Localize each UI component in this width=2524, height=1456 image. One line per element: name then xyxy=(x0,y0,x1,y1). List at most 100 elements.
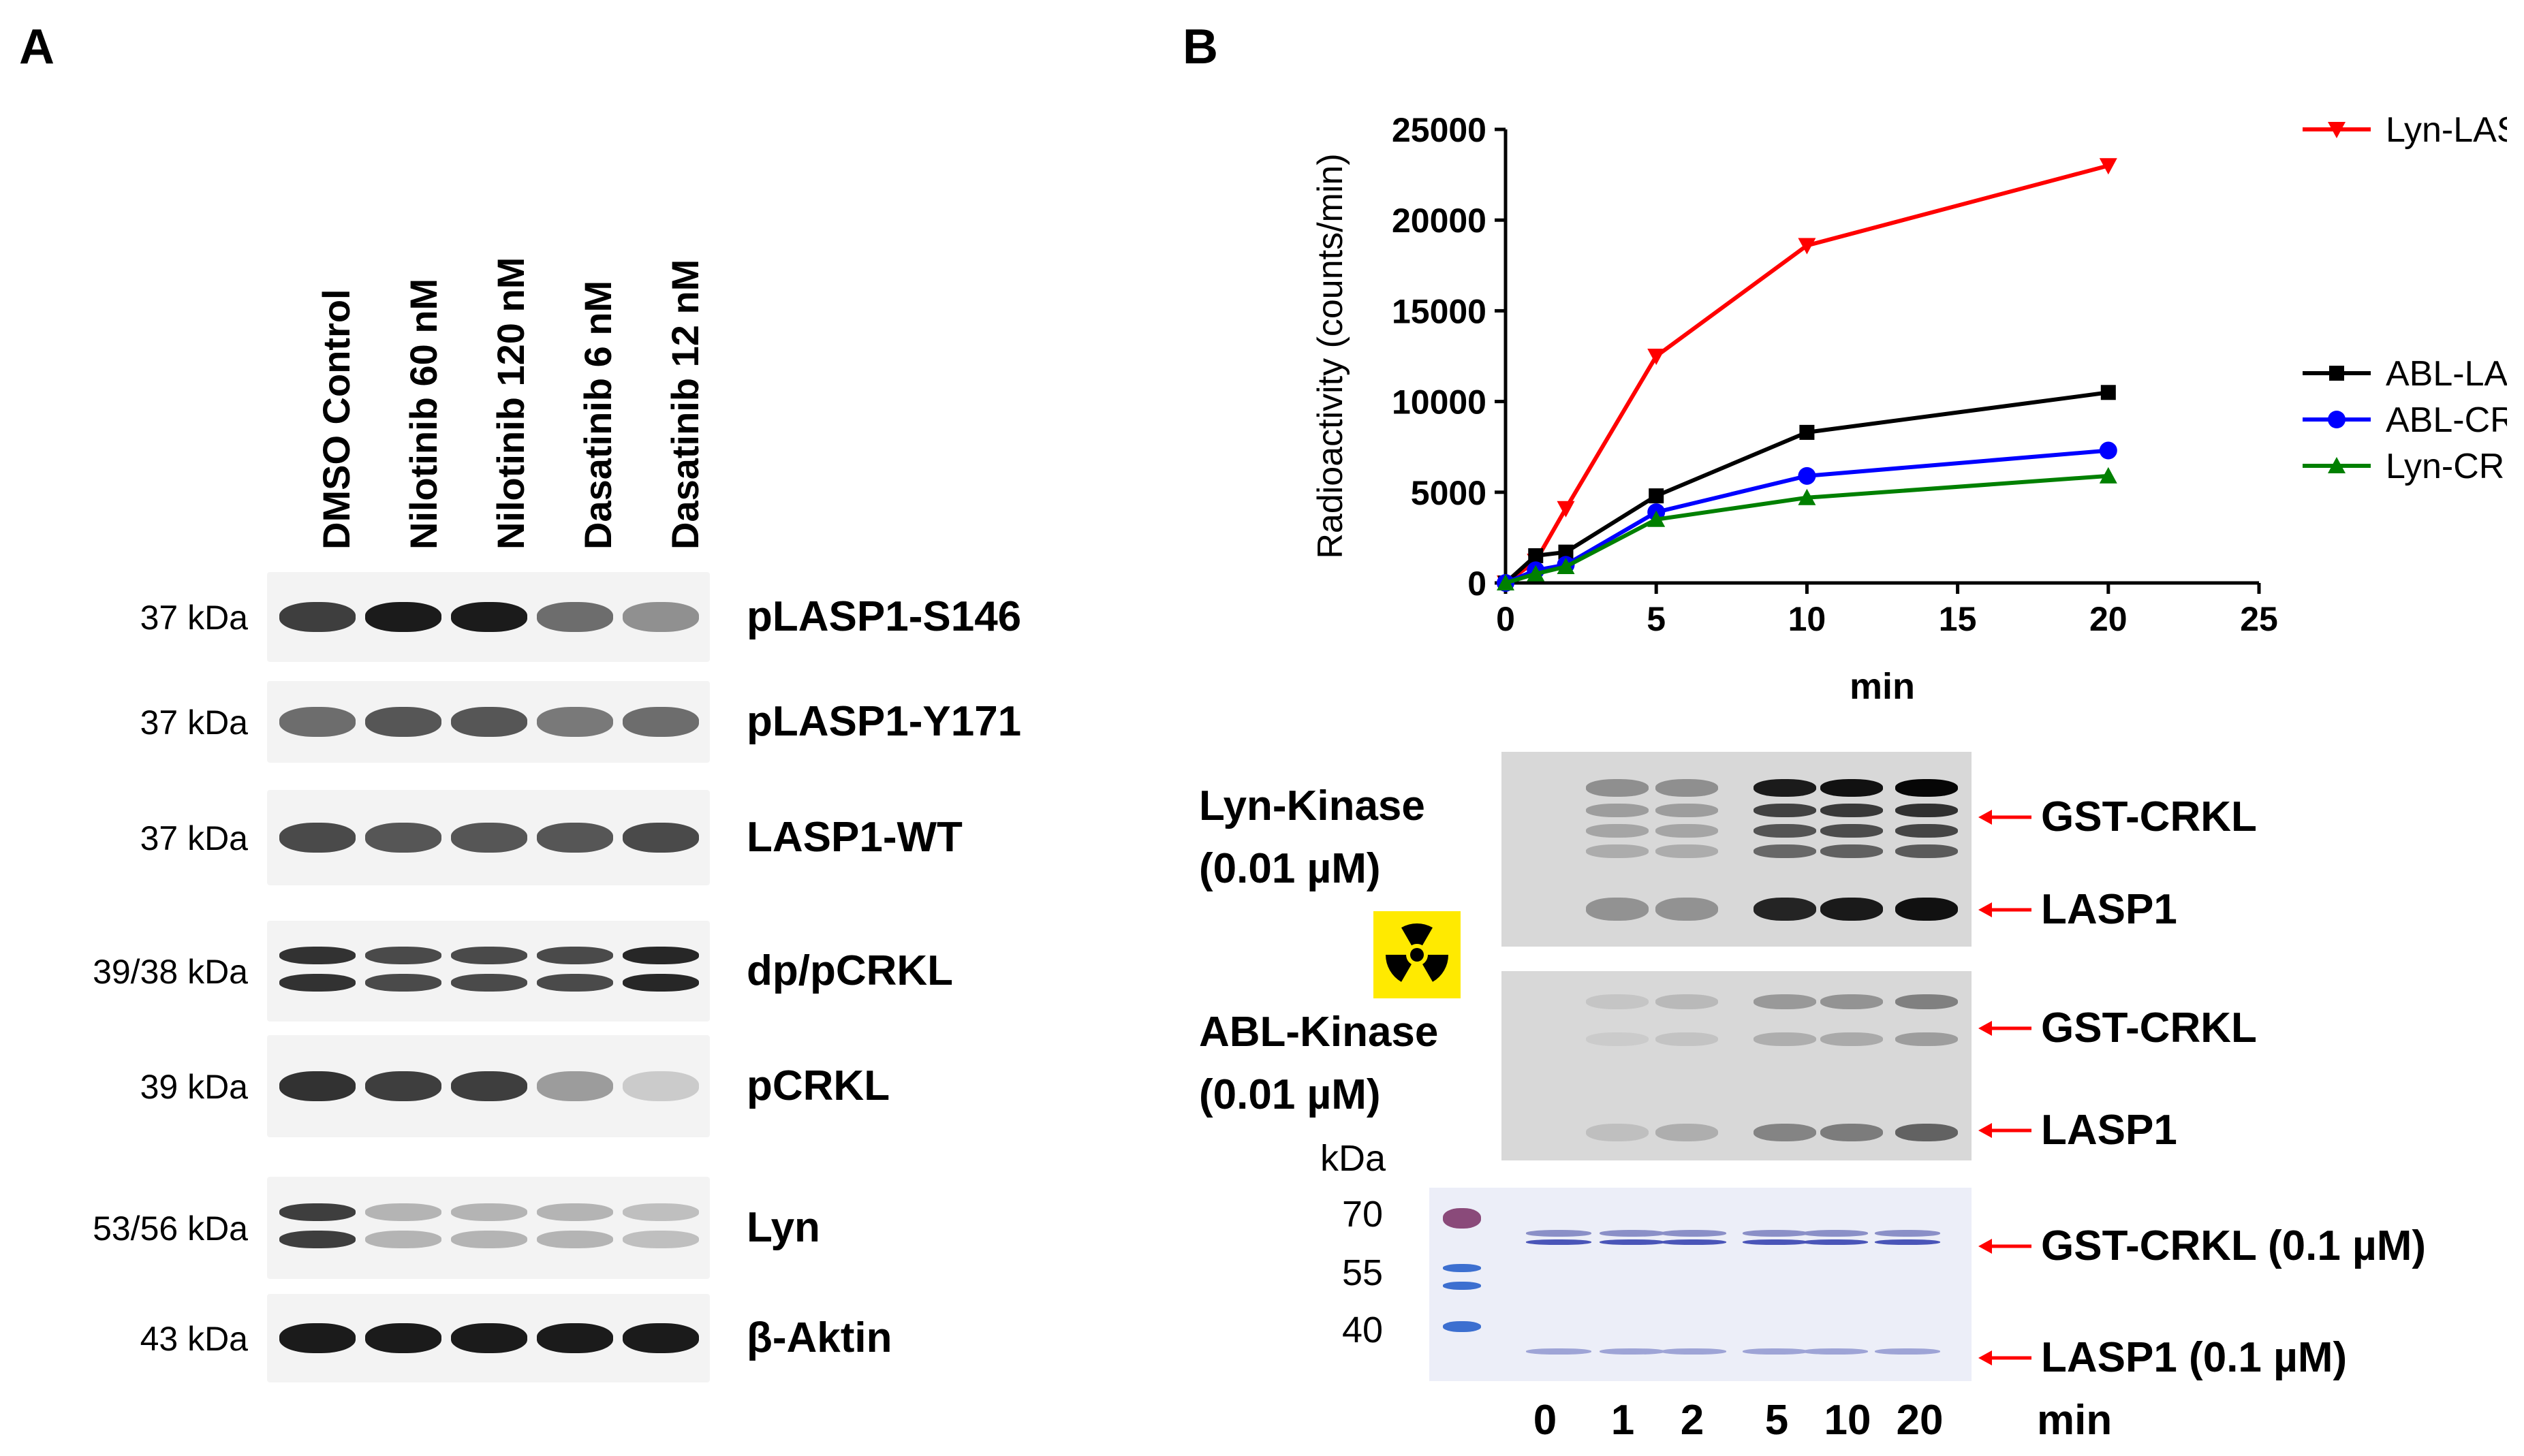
gel-band xyxy=(1820,898,1883,921)
lane-label-1: DMSO Control xyxy=(315,289,358,550)
x-axis-label: min xyxy=(1850,666,1915,707)
band xyxy=(623,602,699,632)
legend-marker-2 xyxy=(2329,366,2344,381)
y-tick-label: 15000 xyxy=(1392,292,1486,330)
gel-band xyxy=(1661,1239,1726,1245)
coomassie-gel xyxy=(1429,1188,1972,1381)
gel-band xyxy=(1655,1124,1718,1141)
gel-band xyxy=(1743,1348,1808,1355)
red-arrow-icon xyxy=(1978,1015,2033,1045)
red-arrow-icon xyxy=(1978,1233,2033,1263)
x-tick-label: 15 xyxy=(1939,600,1977,638)
band xyxy=(537,947,613,964)
marker-70: 70 xyxy=(1342,1194,1384,1235)
time-unit-label: min xyxy=(2037,1397,2113,1444)
gel-band xyxy=(1803,1239,1868,1245)
blot-name-3: LASP1-WT xyxy=(747,814,963,861)
gel-band xyxy=(1895,1124,1958,1141)
gel-band xyxy=(1743,1239,1808,1245)
band xyxy=(279,1323,356,1353)
x-tick-label: 0 xyxy=(1496,600,1515,638)
data-point xyxy=(2099,158,2117,175)
band xyxy=(537,1071,613,1101)
band xyxy=(537,1323,613,1353)
band xyxy=(451,1203,527,1221)
gel-band xyxy=(1600,1230,1665,1237)
band xyxy=(537,707,613,737)
gel-band xyxy=(1820,1032,1883,1046)
gel-band xyxy=(1586,779,1649,797)
lyn-kinase-label: Lyn-Kinase xyxy=(1199,782,1425,829)
gel-band xyxy=(1661,1230,1726,1237)
band-label-3: GST-CRKL xyxy=(2041,1004,2257,1051)
blot-kda-4: 39/38 kDa xyxy=(93,953,248,991)
blot-kda-5: 39 kDa xyxy=(140,1068,248,1106)
blot-name-2: pLASP1-Y171 xyxy=(747,698,1022,745)
marker-55: 55 xyxy=(1342,1252,1384,1293)
abl-kinase-conc: (0.01 µM) xyxy=(1199,1071,1381,1118)
data-point xyxy=(1798,488,1816,505)
ladder-band xyxy=(1443,1321,1481,1332)
y-axis-label: Radioactivity (counts/min) xyxy=(1311,153,1350,558)
legend-label-1: Lyn-LASP1 xyxy=(2386,110,2507,150)
x-tick-label: 20 xyxy=(2089,600,2128,638)
data-point xyxy=(1557,501,1575,518)
band xyxy=(451,602,527,632)
gel-band xyxy=(1586,1124,1649,1141)
band xyxy=(537,1231,613,1248)
gel-band xyxy=(1655,994,1718,1009)
data-point xyxy=(2099,466,2117,484)
gel-band xyxy=(1820,824,1883,838)
blot-5 xyxy=(267,1035,710,1137)
gel-band xyxy=(1526,1239,1591,1245)
gel-band xyxy=(1754,1124,1816,1141)
band xyxy=(623,823,699,853)
data-point xyxy=(1799,424,1815,440)
gel-band xyxy=(1895,898,1958,921)
radioactivity-chart: 0 5000 10000 15000 20000 25000 0 5 10 15 20 25 min Ra… xyxy=(1311,110,2507,707)
gel-band xyxy=(1895,994,1958,1009)
x-tick-label: 25 xyxy=(2240,600,2278,638)
band xyxy=(279,974,356,992)
gel-band xyxy=(1895,844,1958,858)
gel-band xyxy=(1803,1230,1868,1237)
gel-band xyxy=(1600,1239,1665,1245)
gel-band xyxy=(1526,1348,1591,1355)
red-arrow-icon xyxy=(1978,804,2033,834)
time-point-1: 1 xyxy=(1610,1397,1635,1444)
gel-band xyxy=(1586,994,1649,1009)
gel-band xyxy=(1600,1348,1665,1355)
gel-band xyxy=(1655,824,1718,838)
blot-kda-1: 37 kDa xyxy=(140,599,248,637)
abl-autoradiograph xyxy=(1501,971,1972,1160)
band xyxy=(537,602,613,632)
band xyxy=(623,707,699,737)
gel-band xyxy=(1820,779,1883,797)
gel-band xyxy=(1754,1032,1816,1046)
time-point-20: 20 xyxy=(1896,1397,1944,1444)
blot-name-7: β-Aktin xyxy=(747,1314,892,1361)
band-label-4: LASP1 xyxy=(2041,1107,2177,1154)
marker-40: 40 xyxy=(1342,1310,1384,1350)
y-tick-label: 20000 xyxy=(1392,202,1486,240)
data-point xyxy=(1647,510,1666,527)
gel-band xyxy=(1754,804,1816,817)
blot-name-1: pLASP1-S146 xyxy=(747,593,1022,640)
legend-marker-3 xyxy=(2328,411,2346,428)
blot-3 xyxy=(267,790,710,885)
blot-name-4: dp/pCRKL xyxy=(747,947,954,994)
time-point-2: 2 xyxy=(1680,1397,1704,1444)
blot-kda-6: 53/56 kDa xyxy=(93,1209,248,1248)
radiation-hazard-icon xyxy=(1373,911,1461,998)
gel-band xyxy=(1661,1348,1726,1355)
band xyxy=(279,1071,356,1101)
data-point xyxy=(1497,574,1514,590)
ladder-band xyxy=(1443,1264,1481,1272)
band xyxy=(279,1203,356,1221)
lane-label-5: Dasatinib 12 nM xyxy=(664,259,706,550)
ladder-band xyxy=(1443,1208,1481,1229)
data-point xyxy=(2100,385,2116,400)
gel-band xyxy=(1895,1032,1958,1046)
gel-band xyxy=(1875,1348,1940,1355)
lyn-kinase-conc: (0.01 µM) xyxy=(1199,845,1381,892)
